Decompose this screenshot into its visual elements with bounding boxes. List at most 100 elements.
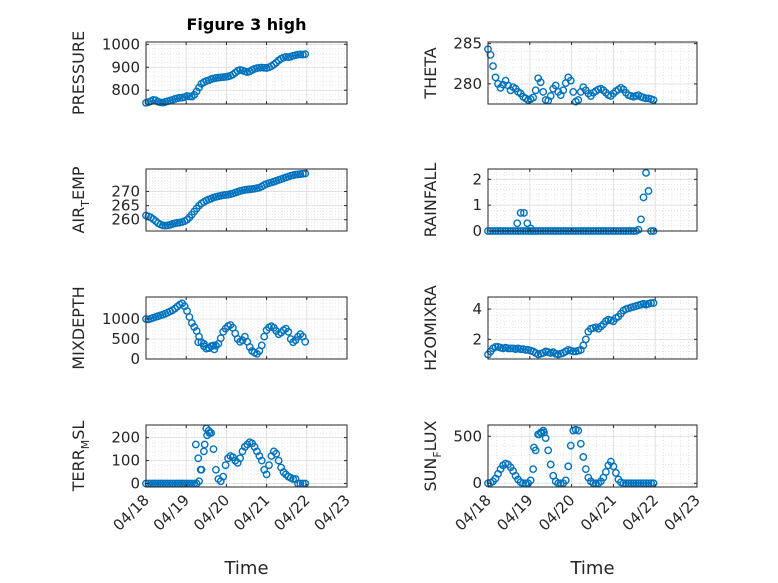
data-point — [277, 328, 285, 337]
y-tick-label: 2 — [472, 170, 482, 188]
y-tick-label: 285 — [453, 35, 482, 53]
data-point — [531, 86, 540, 95]
data-point — [199, 342, 208, 351]
data-point — [516, 345, 525, 354]
y-axis-label: SUNFLUX — [421, 420, 444, 491]
data-point — [579, 453, 588, 461]
y-axis-label: TERRMSL — [69, 421, 92, 493]
axes-box — [487, 168, 698, 232]
x-tick-label: 04/22 — [270, 491, 313, 534]
axes-box — [145, 168, 348, 232]
data-point — [561, 476, 570, 485]
data-point — [257, 341, 266, 350]
data-point — [274, 456, 283, 465]
data-point — [491, 343, 500, 351]
y-tick-label: 270 — [111, 183, 140, 201]
data-point — [576, 439, 585, 448]
data-point — [622, 479, 630, 488]
data-point — [574, 96, 583, 104]
data-point — [530, 443, 538, 452]
y-axis-label-sub: M — [79, 440, 92, 450]
x-tick-label: 04/20 — [535, 491, 578, 534]
data-point — [221, 324, 230, 333]
data-point — [642, 168, 650, 177]
data-point — [301, 50, 310, 59]
data-point — [236, 454, 244, 463]
data-point — [519, 479, 528, 488]
y-axis-label-sub: F — [431, 451, 444, 457]
axes-box — [145, 296, 348, 360]
data-point — [190, 323, 199, 331]
data-point — [187, 319, 196, 327]
subplot-5: 2 4 H2OMIXRA — [421, 285, 698, 371]
axes-box — [487, 41, 698, 105]
y-tick-label: 500 — [111, 330, 140, 348]
y-axis-label: AIRTEMP — [69, 166, 92, 233]
subplot-0: 800 900 1000 PRESSURE — [69, 31, 348, 115]
data-point — [191, 440, 200, 449]
y-axis-label: RAINFALL — [421, 163, 440, 238]
y-tick-label: 2 — [472, 330, 482, 348]
x-tick-label: 04/18 — [110, 491, 153, 534]
data-point — [566, 76, 575, 85]
subplot-7: 0 500 SUNFLUX 04/1804/1904/2004/2104/2204/2… — [421, 420, 704, 579]
y-tick-label: 0 — [472, 474, 482, 492]
data-point — [546, 92, 555, 100]
subplot-3: 0 1 2 RAINFALL — [421, 163, 698, 240]
data-point — [642, 479, 650, 488]
y-tick-label: 4 — [472, 300, 482, 318]
axes-box — [145, 424, 348, 488]
figure-title: Figure 3 high — [187, 15, 307, 34]
y-axis-label: PRESSURE — [69, 31, 88, 115]
x-tick-label: 04/21 — [577, 491, 620, 534]
data-point — [612, 469, 620, 477]
data-point — [529, 93, 538, 102]
data-point — [513, 219, 522, 228]
data-point — [546, 460, 555, 469]
data-point — [195, 477, 203, 486]
data-point — [544, 446, 553, 455]
y-tick-label: 200 — [111, 429, 140, 447]
x-axis-label: Time — [223, 558, 268, 579]
y-tick-label: 500 — [453, 427, 482, 445]
data-point — [634, 225, 643, 234]
data-point — [619, 479, 628, 488]
y-tick-label: 280 — [453, 75, 482, 93]
data-point — [506, 344, 515, 353]
data-point — [262, 470, 271, 479]
minor-grid — [487, 425, 698, 487]
y-tick-label: 265 — [111, 197, 140, 215]
y-tick-label: 1000 — [102, 35, 140, 53]
y-tick-label: 800 — [111, 81, 140, 99]
data-point — [520, 209, 528, 217]
data-point — [205, 429, 214, 437]
data-point — [649, 96, 658, 104]
data-point — [529, 465, 538, 474]
data-point — [489, 62, 497, 71]
data-point — [554, 479, 563, 488]
data-point — [265, 461, 273, 470]
axes-box — [487, 296, 698, 360]
data-point — [209, 445, 218, 454]
data-point — [566, 441, 575, 450]
data-point — [196, 465, 205, 474]
x-tick-label: 04/18 — [452, 491, 495, 534]
data-point — [649, 299, 658, 307]
data-point — [627, 479, 635, 488]
y-tick-label: 1 — [472, 196, 482, 214]
subplot-6: 0 100 200 TERRMSL 04/1804/1904/2004/2104/220… — [69, 421, 354, 579]
data-point — [526, 476, 535, 485]
series-markers — [142, 299, 310, 358]
y-tick-label: 0 — [130, 350, 140, 368]
data-point — [569, 88, 578, 96]
data-point — [526, 224, 535, 233]
series-markers — [484, 45, 658, 106]
data-point — [219, 472, 228, 481]
y-axis-label-rest: SL — [69, 421, 88, 440]
y-axis-label-rest: EMP — [69, 166, 88, 200]
data-point — [629, 479, 638, 488]
data-point — [294, 332, 302, 341]
data-point — [301, 337, 310, 346]
data-point — [574, 426, 583, 435]
